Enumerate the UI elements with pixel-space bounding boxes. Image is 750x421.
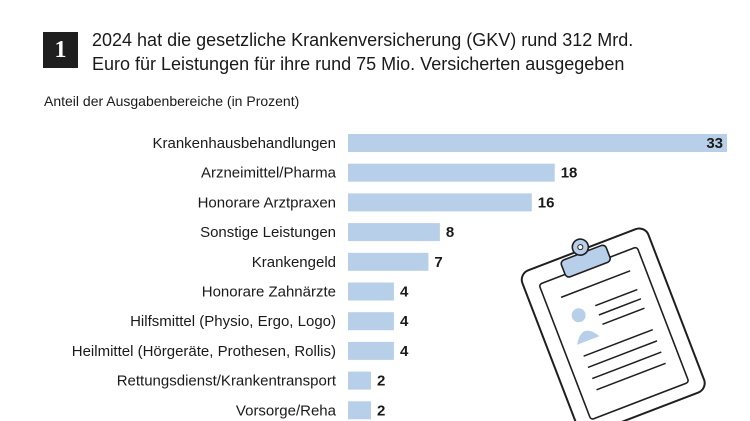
value-label: 18	[561, 165, 578, 182]
value-label: 2	[377, 402, 385, 419]
clipboard-icon	[520, 227, 706, 421]
category-label: Vorsorge/Reha	[236, 402, 337, 419]
bar	[348, 223, 440, 242]
category-label: Heilmittel (Hörgeräte, Prothesen, Rollis…	[72, 343, 336, 360]
value-label: 4	[400, 284, 409, 301]
chart-title-line-2: Euro für Leistungen für ihre rund 75 Mio…	[92, 54, 625, 74]
category-label: Rettungsdienst/Krankentransport	[117, 373, 337, 390]
category-label: Krankenhausbehandlungen	[153, 135, 337, 152]
bar	[348, 341, 394, 360]
category-label: Honorare Arztpraxen	[198, 194, 336, 211]
bar	[348, 371, 371, 390]
category-label: Arzneimittel/Pharma	[201, 165, 337, 182]
bar	[348, 312, 394, 331]
bar	[348, 401, 371, 420]
bar	[348, 193, 532, 212]
value-label: 2	[377, 373, 385, 390]
category-label: Honorare Zahnärzte	[202, 284, 336, 301]
value-label: 4	[400, 313, 409, 330]
value-label: 16	[538, 194, 555, 211]
chart-title-line-1: 2024 hat die gesetzliche Krankenversiche…	[92, 30, 634, 50]
value-label: 8	[446, 224, 454, 241]
chart-number-badge: 1	[43, 32, 78, 68]
bar	[348, 282, 394, 301]
category-label: Krankengeld	[252, 254, 336, 271]
chart-subtitle: Anteil der Ausgabenbereiche (in Prozent)	[44, 93, 300, 109]
value-label: 33	[706, 135, 723, 152]
category-label: Sonstige Leistungen	[200, 224, 336, 241]
category-label: Hilfsmittel (Physio, Ergo, Logo)	[130, 313, 336, 330]
bar	[348, 252, 429, 271]
chart-title: 2024 hat die gesetzliche Krankenversiche…	[92, 28, 732, 76]
value-label: 7	[434, 254, 442, 271]
bar	[348, 163, 555, 182]
bar	[348, 134, 727, 152]
value-label: 4	[400, 343, 409, 360]
